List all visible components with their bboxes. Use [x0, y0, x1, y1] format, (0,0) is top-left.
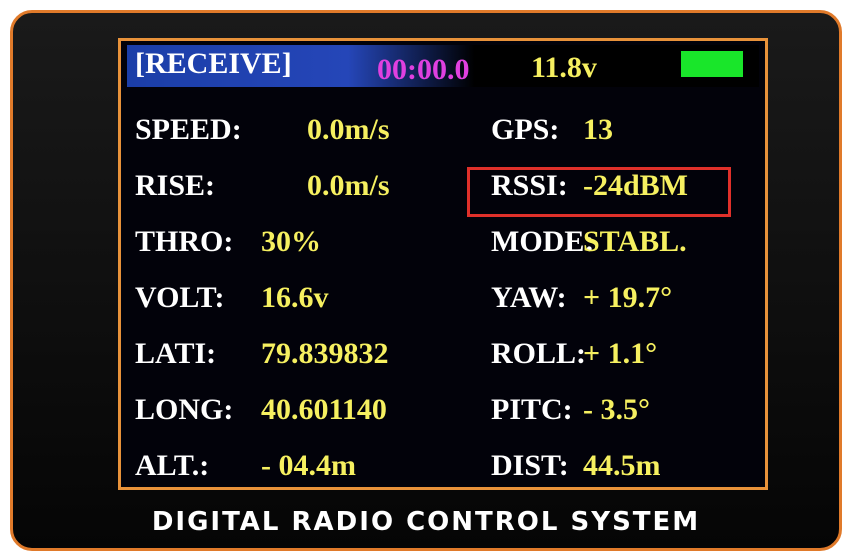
battery-voltage: 11.8v — [531, 51, 597, 85]
field-label: RISE: — [135, 169, 215, 203]
field-label: PITC: — [491, 393, 573, 427]
field-label: GPS: — [491, 113, 559, 147]
footer: DIGITAL RADIO CONTROL SYSTEM — [0, 507, 852, 537]
field-label: THRO: — [135, 225, 233, 259]
field-value: 16.6v — [261, 281, 329, 315]
page: [RECEIVE] 00:00.0 11.8v SPEED: 0.0m/s GPS:… — [0, 0, 852, 559]
field-label: YAW: — [491, 281, 567, 315]
field-value: 13 — [583, 113, 613, 147]
field-label: ALT.: — [135, 449, 209, 483]
field-label: DIST: — [491, 449, 569, 483]
field-label: LATI: — [135, 337, 216, 371]
timer: 00:00.0 — [377, 53, 470, 87]
field-label: SPEED: — [135, 113, 242, 147]
field-value: + 19.7° — [583, 281, 672, 315]
field-label: ROLL: — [491, 337, 586, 371]
field-label: RSSI: — [491, 169, 568, 203]
battery-icon — [681, 51, 743, 77]
field-value: - 04.4m — [261, 449, 356, 483]
mode-label: [RECEIVE] — [135, 47, 292, 81]
field-value: 40.601140 — [261, 393, 387, 427]
field-value: 0.0m/s — [307, 169, 390, 203]
lcd-screen: [RECEIVE] 00:00.0 11.8v SPEED: 0.0m/s GPS:… — [118, 38, 768, 490]
field-label: LONG: — [135, 393, 233, 427]
field-value: STABL. — [583, 225, 687, 259]
field-value: -24dBM — [583, 169, 688, 203]
field-value: - 3.5° — [583, 393, 650, 427]
field-value: 44.5m — [583, 449, 661, 483]
field-label: VOLT: — [135, 281, 224, 315]
field-value: 0.0m/s — [307, 113, 390, 147]
field-label: MODE: — [491, 225, 594, 259]
field-value: + 1.1° — [583, 337, 657, 371]
field-value: 79.839832 — [261, 337, 389, 371]
field-value: 30% — [261, 225, 321, 259]
